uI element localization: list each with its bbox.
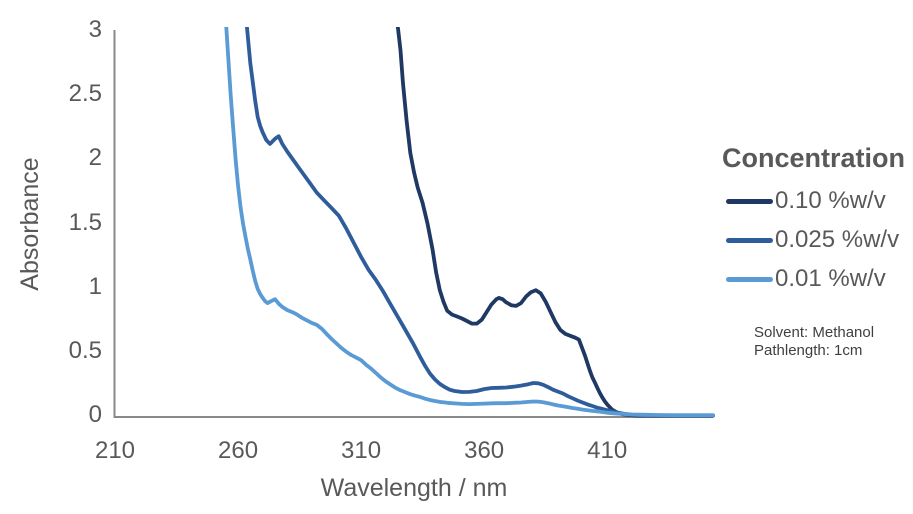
- series-line-1: [245, 27, 715, 418]
- x-axis-title: Wavelength / nm: [320, 474, 508, 502]
- annotation: Solvent: Methanol Pathlength: 1cm: [754, 324, 874, 360]
- y-tick-2: 2: [88, 144, 102, 172]
- series-line-0: [395, 27, 715, 418]
- legend-line-swatch-medium-blue: [726, 237, 773, 243]
- legend-line-swatch-light-blue: [726, 276, 773, 282]
- legend-label: 0.10 %w/v: [775, 187, 886, 214]
- y-tick-0-5: 0.5: [68, 336, 102, 364]
- legend-item-0-10: 0.10 %w/v: [726, 186, 886, 216]
- y-tick-3: 3: [88, 16, 102, 43]
- legend-item-0-01: 0.01 %w/v: [726, 264, 886, 294]
- annotation-pathlength: Pathlength: 1cm: [754, 342, 863, 359]
- legend-label: 0.025 %w/v: [775, 226, 900, 253]
- legend-title: Concentration: [722, 143, 906, 173]
- legend: Concentration 0.10 %w/v 0.025 %w/v 0.01 …: [722, 142, 912, 292]
- x-tick-260: 260: [218, 437, 259, 464]
- x-tick-210: 210: [94, 437, 136, 464]
- x-tick-310: 310: [341, 437, 382, 464]
- series-curves: [224, 27, 715, 418]
- y-tick-0: 0: [88, 401, 102, 428]
- y-tick-2-5: 2.5: [68, 80, 102, 108]
- y-axis-title: Absorbance: [16, 157, 44, 291]
- series-line-2: [224, 27, 715, 418]
- y-tick-1-5: 1.5: [68, 208, 102, 236]
- legend-item-0-025: 0.025 %w/v: [726, 225, 899, 255]
- y-tick-1: 1: [88, 272, 102, 300]
- legend-label: 0.01 %w/v: [775, 265, 886, 292]
- x-tick-410: 410: [587, 437, 628, 464]
- annotation-solvent: Solvent: Methanol: [754, 324, 875, 341]
- x-tick-360: 360: [464, 437, 505, 464]
- legend-line-swatch-dark-blue: [726, 198, 773, 204]
